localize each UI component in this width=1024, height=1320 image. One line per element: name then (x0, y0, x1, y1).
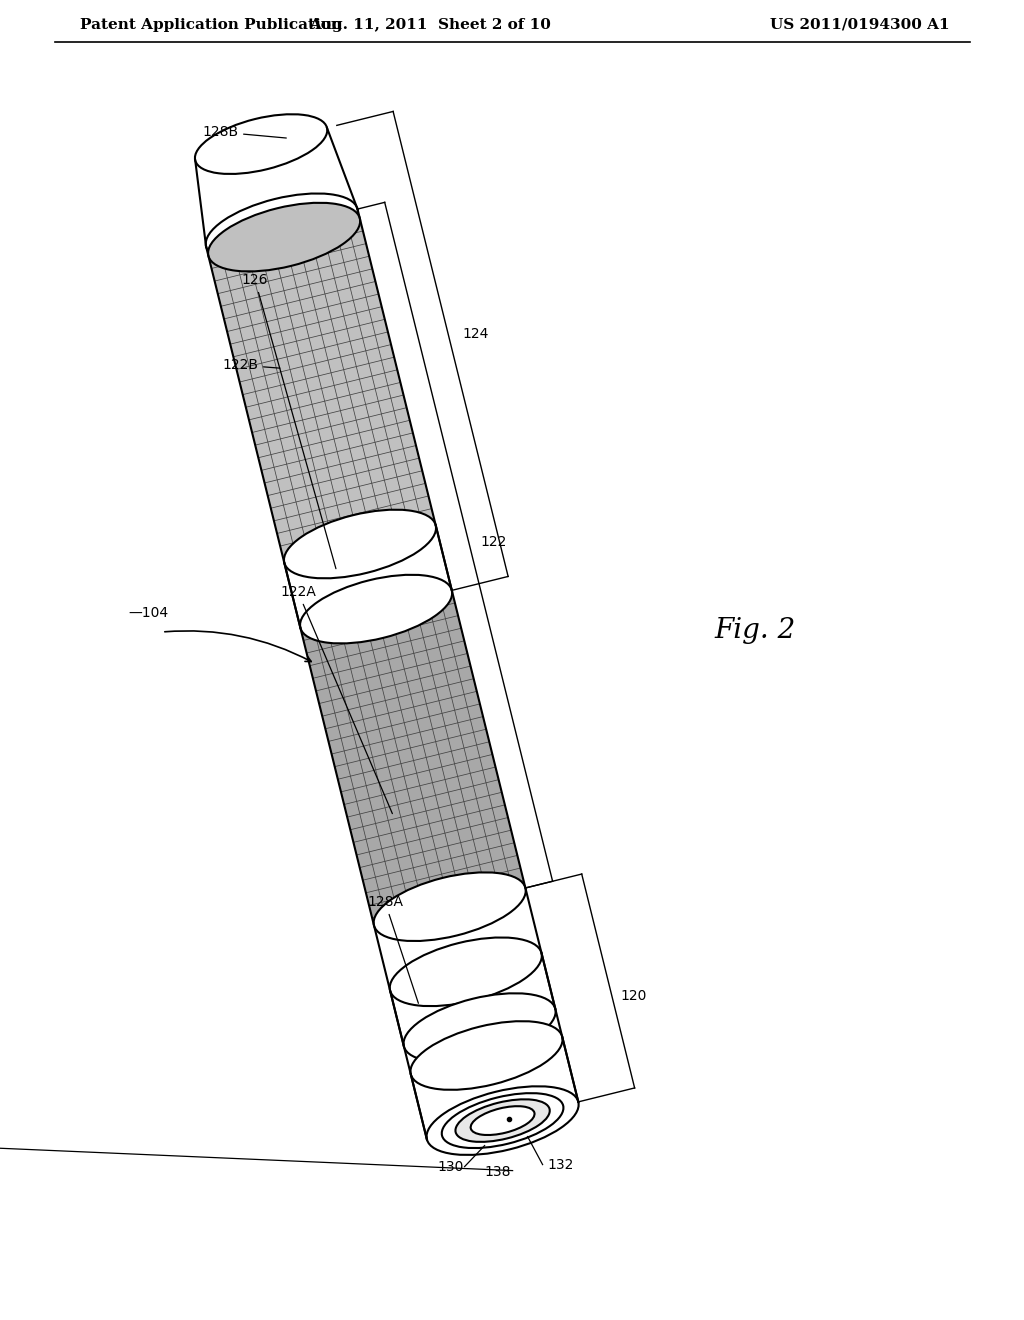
Ellipse shape (403, 993, 556, 1061)
Polygon shape (185, 125, 357, 247)
Text: Fig. 2: Fig. 2 (715, 616, 796, 644)
Ellipse shape (195, 115, 328, 174)
Text: 122: 122 (480, 535, 507, 549)
Polygon shape (300, 590, 525, 925)
Ellipse shape (441, 1093, 563, 1148)
Text: 120: 120 (621, 989, 646, 1003)
Text: Aug. 11, 2011  Sheet 2 of 10: Aug. 11, 2011 Sheet 2 of 10 (309, 18, 551, 32)
Polygon shape (300, 590, 525, 925)
Polygon shape (208, 218, 436, 562)
Text: 130: 130 (437, 1159, 464, 1173)
Text: 122B: 122B (222, 358, 280, 372)
Ellipse shape (300, 574, 453, 643)
Polygon shape (403, 1008, 579, 1139)
Ellipse shape (374, 873, 525, 941)
Text: 128A: 128A (367, 895, 419, 1003)
Ellipse shape (427, 1086, 579, 1155)
Ellipse shape (411, 1022, 562, 1090)
Text: 132: 132 (548, 1158, 573, 1172)
Ellipse shape (390, 937, 542, 1006)
Text: US 2011/0194300 A1: US 2011/0194300 A1 (770, 18, 950, 32)
Text: Patent Application Publication: Patent Application Publication (80, 18, 342, 32)
Text: 124: 124 (463, 327, 489, 341)
Text: 128B: 128B (202, 125, 287, 139)
Text: —104: —104 (128, 606, 168, 620)
Ellipse shape (471, 1106, 535, 1135)
Ellipse shape (284, 510, 436, 578)
Ellipse shape (208, 203, 360, 272)
Polygon shape (285, 525, 452, 628)
Text: 126: 126 (242, 273, 336, 569)
Polygon shape (208, 218, 436, 562)
Ellipse shape (206, 194, 357, 263)
Ellipse shape (456, 1100, 550, 1142)
Text: 138: 138 (484, 1164, 511, 1179)
Text: 122A: 122A (280, 585, 392, 813)
Polygon shape (374, 888, 542, 990)
Polygon shape (185, 125, 579, 1139)
